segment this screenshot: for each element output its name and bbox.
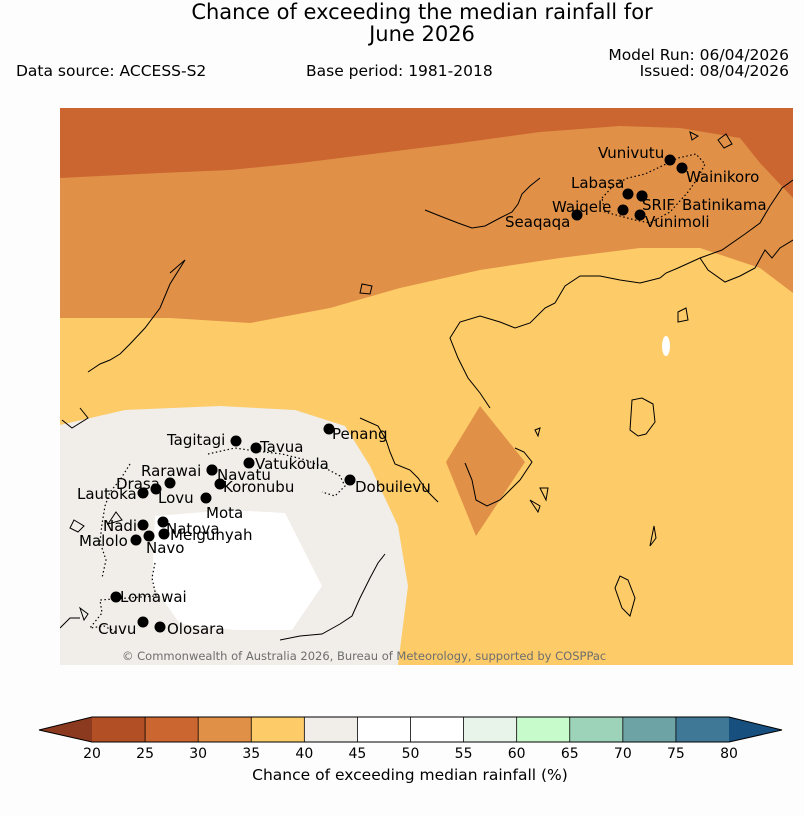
station-marker-seaqaqa [571, 209, 583, 221]
colorbar-tick-60: 60 [508, 746, 526, 762]
colorbar-tick-45: 45 [349, 746, 367, 762]
station-label-penang: Penang [332, 425, 387, 443]
station-marker-vunimoli [634, 209, 646, 221]
station-marker-vatukoula [243, 457, 255, 469]
station-label-dobuilevu: Dobuilevu [355, 478, 431, 496]
station-label-meigunyah: Meigunyah [170, 526, 252, 544]
colorbar-tick-20: 20 [83, 746, 101, 762]
station-marker-labasa [622, 188, 634, 200]
station-label-malolo: Malolo [79, 532, 128, 550]
colorbar-tick-50: 50 [402, 746, 420, 762]
station-label-olosara: Olosara [167, 620, 225, 638]
station-label-mota: Mota [206, 504, 243, 522]
title-line-2: June 2026 [369, 22, 475, 46]
station-marker-lomawai [110, 591, 122, 603]
colorbar-cell-7 [463, 717, 518, 742]
colorbar-tick-75: 75 [667, 746, 685, 762]
colorbar-tick-40: 40 [295, 746, 313, 762]
station-label-waiqele: Waiqele [552, 198, 611, 216]
station-marker-lovu [150, 483, 162, 495]
station-marker-dobuilevu [344, 474, 356, 486]
data-source: Data source: ACCESS-S2 [16, 62, 207, 80]
station-marker-navatu [206, 464, 218, 476]
station-label-lovu: Lovu [158, 489, 194, 507]
colorbar-cell-4 [304, 717, 358, 742]
station-label-labasa: Labasa [571, 174, 624, 192]
colorbar-under-triangle [39, 717, 92, 742]
station-label-drasa: Drasa [116, 475, 160, 493]
model-run: Model Run: 06/04/2026 [608, 46, 789, 64]
station-marker-olosara [154, 621, 166, 633]
station-marker-lautoka [137, 487, 149, 499]
station-label-seaqaqa: Seaqaqa [505, 213, 570, 231]
station-marker-malolo [130, 534, 142, 546]
colorbar-tick-65: 65 [561, 746, 579, 762]
station-label-tavua: Tavua [259, 438, 303, 456]
colorbar-cell-11 [675, 717, 730, 742]
station-marker-batinikama [636, 190, 648, 202]
issued-date: Issued: 08/04/2026 [639, 62, 789, 80]
station-marker-tagitagi [230, 435, 242, 447]
station-marker-meigunyah [158, 528, 170, 540]
colorbar-cell-9 [569, 717, 624, 742]
colorbar-cell-5 [357, 717, 411, 742]
station-marker-vunivutu [664, 154, 676, 166]
station-label-vunivutu: Vunivutu [598, 144, 664, 162]
copyright: © Commonwealth of Australia 2026, Bureau… [122, 649, 606, 663]
station-marker-drasa [164, 477, 176, 489]
station-layer: Vunivutu Wainikoro Labasa SRIF Batinikama Wai… [77, 144, 767, 638]
station-label-batinikama: Batinikama [682, 196, 767, 214]
colorbar: 20 25 30 35 40 45 50 55 60 65 70 75 80 [38, 716, 783, 762]
station-marker-tavua [250, 442, 262, 454]
station-label-wainikoro: Wainikoro [686, 168, 759, 186]
zone-30-35-inland [446, 406, 525, 536]
base-period: Base period: 1981-2018 [306, 62, 493, 80]
station-marker-mota [200, 492, 212, 504]
station-marker-navo [143, 530, 155, 542]
colorbar-tick-70: 70 [614, 746, 632, 762]
colorbar-outline [38, 716, 783, 743]
coastlines [60, 131, 793, 641]
zone-45-55 [152, 510, 322, 630]
station-marker-natova [157, 516, 169, 528]
colorbar-tick-25: 25 [136, 746, 154, 762]
colorbar-cell-8 [516, 717, 571, 742]
zone-25-30 [60, 108, 793, 198]
colorbar-cell-0 [92, 717, 146, 742]
colorbar-over-triangle [729, 717, 782, 742]
station-label-srif: SRIF [642, 196, 675, 214]
station-marker-koronubu [214, 478, 226, 490]
colorbar-cell-2 [198, 717, 252, 742]
station-marker-cuvu [137, 616, 149, 628]
colorbar-cell-3 [251, 717, 305, 742]
station-marker-nadi [137, 519, 149, 531]
colorbar-label: Chance of exceeding median rainfall (%) [252, 766, 568, 784]
station-label-nadi: Nadi [103, 517, 137, 535]
station-marker-wainikoro [676, 162, 688, 174]
station-label-navo: Navo [146, 539, 184, 557]
station-marker-waiqele [617, 204, 629, 216]
station-label-koronubu: Koronubu [223, 478, 294, 496]
colorbar-tick-80: 80 [720, 746, 738, 762]
title-line-1: Chance of exceeding the median rainfall … [191, 0, 653, 24]
colorbar-cell-6 [410, 717, 465, 742]
station-label-navatu: Navatu [217, 466, 271, 484]
colorbar-cell-1 [145, 717, 199, 742]
station-label-rarawai: Rarawai [141, 462, 201, 480]
station-label-natova: Natova [166, 520, 220, 538]
station-label-lomawai: Lomawai [120, 588, 187, 606]
colorbar-cell-10 [622, 717, 677, 742]
colorbar-tick-55: 55 [455, 746, 473, 762]
station-label-cuvu: Cuvu [98, 620, 136, 638]
station-label-tagitagi: Tagitagi [166, 431, 225, 449]
station-label-vatukoula: Vatukoula [255, 455, 329, 473]
zone-45-55-islet [662, 336, 670, 356]
rainfall-map: © Commonwealth of Australia 2026, Bureau… [60, 108, 793, 665]
station-label-lautoka: Lautoka [77, 485, 137, 503]
colorbar-tick-30: 30 [189, 746, 207, 762]
colorbar-tick-35: 35 [242, 746, 260, 762]
district-boundaries [88, 153, 706, 634]
station-label-vunimoli: Vunimoli [645, 213, 710, 231]
station-marker-penang [323, 423, 335, 435]
